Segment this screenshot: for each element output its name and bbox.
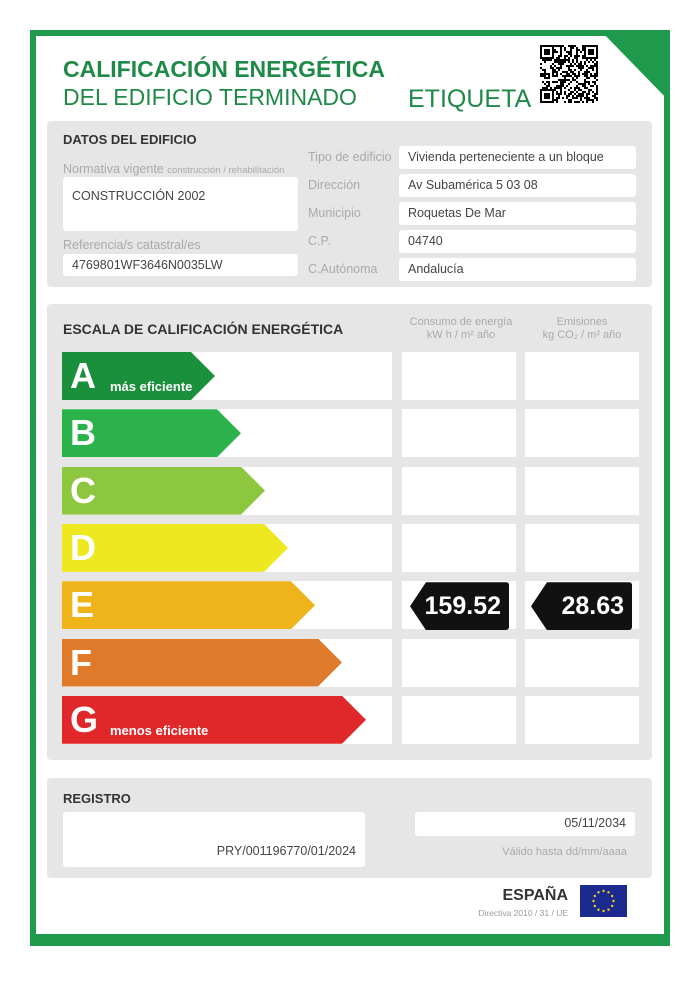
- emisiones-cell: [525, 352, 639, 400]
- grade-letter: A: [70, 355, 96, 396]
- field-value: Av Subamérica 5 03 08: [399, 174, 636, 197]
- consumo-cell: [402, 638, 516, 687]
- grade-arrow-E: E: [62, 581, 315, 630]
- label-title: ETIQUETA: [408, 85, 532, 113]
- emisiones-cell: [525, 638, 639, 687]
- grade-sub: menos eficiente: [110, 722, 209, 738]
- consumo-cell: [402, 695, 516, 744]
- field-value: Vivienda perteneciente a un bloque: [399, 146, 636, 169]
- valid-date: 05/11/2034: [415, 812, 635, 836]
- green-frame: [30, 30, 670, 946]
- emisiones-cell: 28.63: [525, 581, 639, 631]
- grade-arrow-F: F: [62, 638, 342, 687]
- consumo-cell: 159.52: [402, 581, 516, 631]
- grade-arrow-D: D: [62, 523, 288, 572]
- field-value: Roquetas De Mar: [399, 202, 636, 225]
- datos-heading: DATOS DEL EDIFICIO: [63, 132, 197, 147]
- emisiones-cell: [525, 409, 639, 458]
- field-label: Dirección: [308, 178, 361, 192]
- grade-row-B: B: [62, 409, 392, 458]
- eu-flag-icon: [580, 885, 627, 917]
- emisiones-value: 28.63: [531, 582, 632, 631]
- grade-row-E: E: [62, 581, 392, 630]
- consumo-cell: [402, 523, 516, 572]
- consumo-unit: kW h / m² año: [426, 329, 496, 341]
- consumo-title: Consumo de energía: [409, 316, 513, 328]
- grade-arrow-C: C: [62, 466, 265, 515]
- consumo-value: 159.52: [410, 582, 509, 631]
- country: ESPAÑA: [502, 887, 569, 904]
- grade-row-C: C: [62, 466, 392, 515]
- grade-row-F: F: [62, 638, 392, 687]
- emisiones-cell: [525, 695, 639, 744]
- normativa-sub: construcción / rehabilitación: [167, 165, 285, 176]
- emisiones-unit: kg CO₂ / m² año: [542, 329, 622, 341]
- directive: Directiva 2010 / 31 / UE: [478, 908, 568, 918]
- normativa-value: CONSTRUCCIÓN 2002: [63, 177, 298, 231]
- consumo-header: Consumo de energía kW h / m² año: [402, 316, 520, 342]
- grade-row-D: D: [62, 523, 392, 572]
- ref-value: 4769801WF3646N0035LW: [63, 254, 298, 276]
- field-label: Tipo de edificio: [308, 150, 392, 164]
- grade-sub: más eficiente: [110, 379, 193, 394]
- escala-heading: ESCALA DE CALIFICACIÓN ENERGÉTICA: [63, 321, 344, 337]
- valid-date-label: Válido hasta dd/mm/aaaa: [502, 846, 627, 858]
- consumo-cell: [402, 409, 516, 458]
- emisiones-title: Emisiones: [556, 316, 608, 328]
- grade-letter: D: [70, 526, 96, 568]
- emisiones-header: Emisiones kg CO₂ / m² año: [524, 316, 640, 342]
- field-value: 04740: [399, 230, 636, 253]
- field-label: Municipio: [308, 206, 361, 220]
- consumo-cell: [402, 352, 516, 400]
- grade-letter: C: [70, 469, 96, 511]
- normativa-label-text: Normativa vigente: [63, 162, 164, 176]
- field-label: C.P.: [308, 234, 331, 248]
- grade-letter: G: [70, 698, 99, 740]
- registro-number: PRY/001196770/01/2024: [63, 812, 365, 867]
- field-value: Andalucía: [399, 258, 636, 281]
- field-label: C.Autónoma: [308, 262, 378, 276]
- grade-letter: B: [70, 412, 96, 454]
- grade-letter: F: [70, 641, 92, 683]
- consumo-cell: [402, 466, 516, 515]
- grade-letter: E: [70, 584, 95, 626]
- registro-heading: REGISTRO: [63, 791, 131, 806]
- title-line-2: DEL EDIFICIO TERMINADO: [63, 84, 357, 110]
- emisiones-cell: [525, 466, 639, 515]
- qr-code-icon: [540, 45, 598, 103]
- ref-label: Referencia/s catastral/es: [63, 238, 201, 252]
- title-line-1: CALIFICACIÓN ENERGÉTICA: [63, 56, 385, 82]
- grade-arrow-B: B: [62, 409, 241, 458]
- emisiones-cell: [525, 523, 639, 572]
- normativa-label: Normativa vigente construcción / rehabil…: [63, 162, 284, 176]
